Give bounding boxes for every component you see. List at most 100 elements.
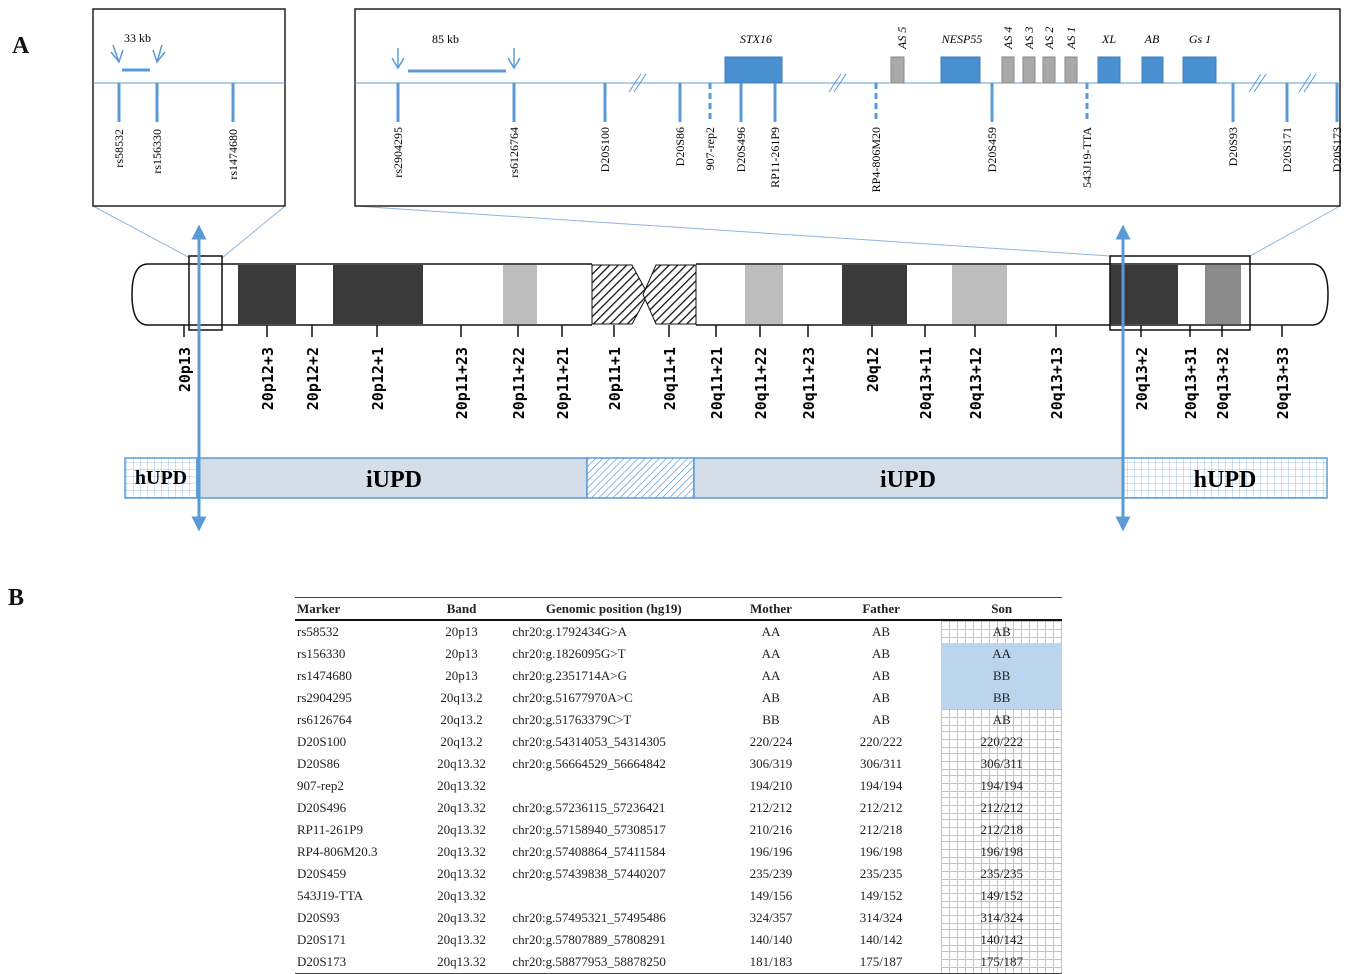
cell-position: chr20:g.57408864_57411584 — [512, 844, 666, 859]
gene-box — [1042, 56, 1056, 84]
cell-son: 220/222 — [941, 731, 1062, 753]
cell-marker: 907-rep2 — [297, 778, 344, 793]
cell-position: chr20:g.54314053_54314305 — [512, 734, 666, 749]
cell-father: 194/194 — [859, 778, 903, 793]
cell-band: 20q13.32 — [437, 866, 486, 881]
gene-label: AS 1 — [1064, 27, 1078, 50]
cell-son: 314/324 — [941, 907, 1062, 929]
cell-position: chr20:g.56664529_56664842 — [512, 756, 666, 771]
gene-box — [1064, 56, 1078, 84]
cell-mother: 306/319 — [749, 756, 793, 771]
right-marker-label: D20S496 — [734, 127, 748, 172]
cell-band: 20q13.32 — [437, 800, 486, 815]
gene-box — [940, 56, 981, 84]
cell-marker: RP11-261P9 — [297, 822, 363, 837]
cell-band: 20q13.32 — [437, 822, 486, 837]
band-label: 20q13+13 — [1048, 347, 1066, 419]
right-scale-bar: 85 kb — [391, 32, 521, 73]
cell-band: 20q13.32 — [437, 910, 486, 925]
cell-mother: AB — [761, 690, 780, 705]
upd-bar: hUPD iUPD iUPD hUPD — [124, 457, 1328, 499]
header-band: Band — [416, 597, 507, 621]
table-row: D20S171 20q13.32 chr20:g.57807889_57808291… — [295, 929, 1062, 951]
cell-mother: 324/357 — [749, 910, 793, 925]
zoom-line-left-a — [92, 205, 191, 259]
cell-son: 149/152 — [941, 885, 1062, 907]
table-row: rs6126764 20q13.2 chr20:g.51763379C>T BB AB A… — [295, 709, 1062, 731]
band-label: 20p12+2 — [304, 347, 322, 410]
gene-label: Gs 1 — [1189, 32, 1211, 46]
cell-father: AB — [872, 690, 891, 705]
upd-label-hupd-right: hUPD — [1194, 467, 1257, 493]
table-row: 907-rep2 20q13.32 194/210 194/194 194/194 — [295, 775, 1062, 797]
cell-father: 314/324 — [859, 910, 903, 925]
header-position: Genomic position (hg19) — [506, 597, 722, 621]
right-inset: 85 kb STX16 AS 5 NESP55 AS 4 AS 3 AS 2 AS 1 XL A… — [354, 8, 1344, 207]
cell-position: chr20:g.58877953_58878250 — [506, 951, 722, 974]
right-marker-label: RP4-806M20 — [869, 127, 883, 192]
band-label: 20q11+22 — [752, 347, 770, 419]
upd-label-hupd-left: hUPD — [135, 467, 187, 489]
gene-label: XL — [1101, 32, 1116, 46]
chromosome-ideogram — [131, 255, 1329, 331]
cell-son: 194/194 — [941, 775, 1062, 797]
cell-son: 140/142 — [941, 929, 1062, 951]
left-marker-label: rs58532 — [112, 129, 126, 168]
band-label: 20p11+22 — [510, 347, 528, 419]
cell-marker: D20S100 — [297, 734, 347, 749]
axis-break-marks — [628, 73, 1317, 93]
cell-marker: rs156330 — [297, 646, 346, 661]
cell-father: AB — [872, 624, 891, 639]
cell-mother: 210/216 — [749, 822, 793, 837]
band-label: 20q11+1 — [661, 347, 679, 410]
cell-marker: rs58532 — [297, 624, 339, 639]
table-row: D20S496 20q13.32 chr20:g.57236115_57236421… — [295, 797, 1062, 819]
cell-father: AB — [872, 712, 891, 727]
cell-son: 306/311 — [941, 753, 1062, 775]
gene-label: STX16 — [740, 32, 772, 46]
cell-son: 196/198 — [941, 841, 1062, 863]
band-label: 20q11+23 — [800, 347, 818, 419]
cell-son: AB — [941, 709, 1062, 731]
cell-marker: rs1474680 — [297, 668, 352, 683]
figure-canvas: 33 kb rs58532 rs156330 rs1474680 85 kb STX… — [92, 8, 1344, 532]
cell-position: chr20:g.57439838_57440207 — [512, 866, 666, 881]
table-row: rs2904295 20q13.2 chr20:g.51677970A>C AB AB B… — [295, 687, 1062, 709]
genotype-table: Marker Band Genomic position (hg19) Moth… — [295, 597, 1062, 974]
table-row: rs58532 20p13 chr20:g.1792434G>A AA AB AB — [295, 620, 1062, 643]
table-row: D20S459 20q13.32 chr20:g.57439838_57440207… — [295, 863, 1062, 885]
cell-mother: AA — [761, 646, 781, 661]
cell-father: 220/222 — [859, 734, 903, 749]
cell-son: AB — [941, 620, 1062, 643]
gene-label: AS 5 — [895, 27, 909, 50]
left-scale-label: 33 kb — [124, 31, 151, 45]
table-header-row: Marker Band Genomic position (hg19) Moth… — [295, 597, 1062, 621]
cell-mother: 220/224 — [749, 734, 793, 749]
gene-box — [1182, 56, 1217, 84]
gene-label: AS 3 — [1022, 27, 1036, 50]
cell-son: 175/187 — [941, 951, 1062, 974]
table-row: D20S86 20q13.32 chr20:g.56664529_56664842 3… — [295, 753, 1062, 775]
right-marker-label: D20S171 — [1280, 127, 1294, 172]
right-marker-label: 907-rep2 — [703, 127, 717, 170]
cell-son: BB — [941, 687, 1062, 709]
band-label: 20q13+12 — [967, 347, 985, 419]
table-row: rs1474680 20p13 chr20:g.2351714A>G AA AB BB — [295, 665, 1062, 687]
panel-label-b: B — [8, 585, 25, 611]
cell-father: 175/187 — [820, 951, 942, 974]
band-label: 20p11+21 — [554, 347, 572, 419]
table-row: 543J19-TTA 20q13.32 149/156 149/152 149/152 — [295, 885, 1062, 907]
band-label: 20q12 — [864, 347, 882, 392]
band-label: 20p11+1 — [606, 347, 624, 410]
cell-father: AB — [872, 646, 891, 661]
right-marker-label: RP11-261P9 — [768, 127, 782, 188]
cell-mother: 194/210 — [749, 778, 793, 793]
right-scale-label: 85 kb — [432, 32, 459, 46]
band-label: 20q11+21 — [708, 347, 726, 419]
cell-band: 20q13.2 — [440, 712, 483, 727]
gene-box — [1141, 56, 1164, 84]
band-label: 20q13+33 — [1274, 347, 1292, 419]
cell-mother: 140/140 — [749, 932, 793, 947]
right-marker-label: D20S93 — [1226, 127, 1240, 166]
zoom-line-right-b — [1249, 205, 1341, 257]
